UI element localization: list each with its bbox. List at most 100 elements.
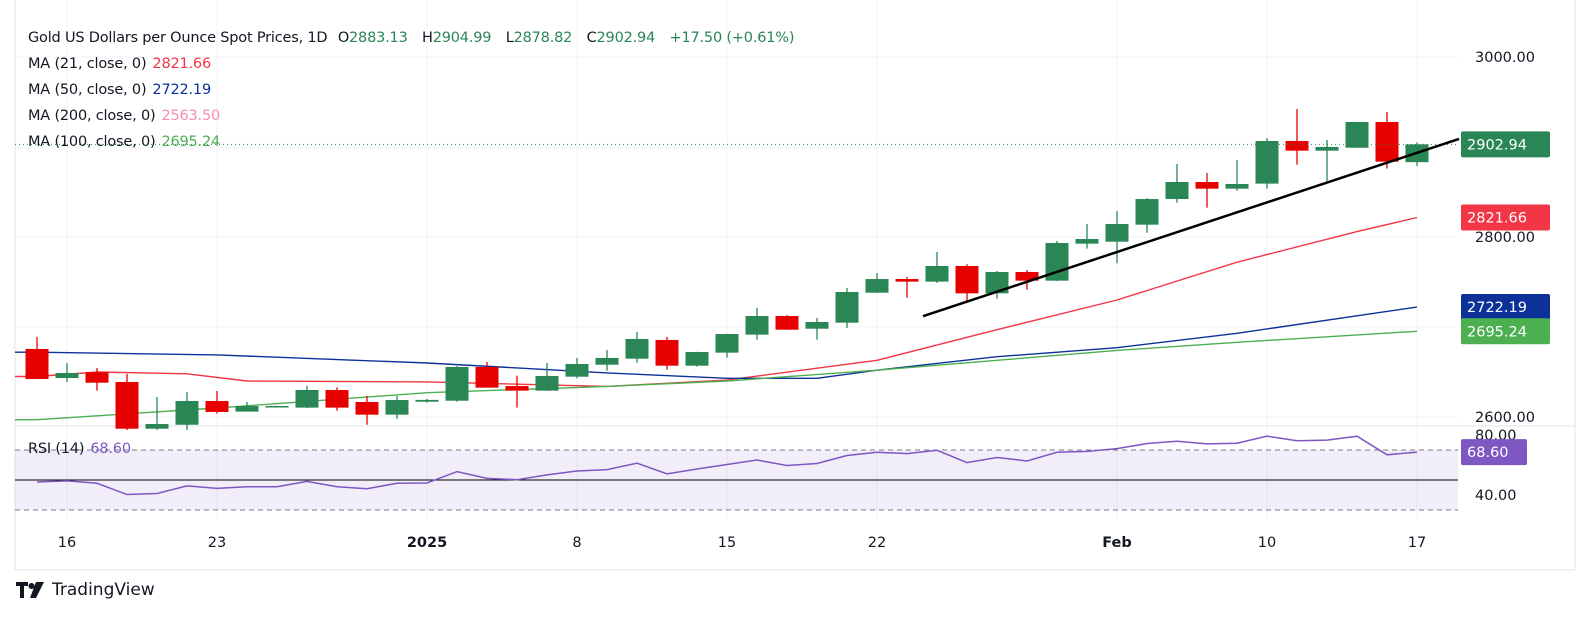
candle-body-down [775,316,799,330]
candle-body-down [1015,272,1039,281]
candle-body-down [115,381,139,429]
candle-body-up [625,338,649,359]
ma50-value: 2722.19 [152,82,211,98]
time-tick-label: 2025 [407,535,447,551]
tradingview-logo-icon [16,582,44,598]
time-tick-label: 10 [1258,535,1276,551]
candle-body-down [1375,121,1399,162]
price-tag-box [1461,294,1550,321]
candle-body-down [205,400,229,412]
candle-body-up [985,272,1009,294]
candle-body-up [595,357,619,365]
price-tags: 2902.94 2821.66 2722.19 2695.24 68.60 [1461,131,1550,466]
candle-body-down [505,386,529,391]
price-tag-label: 2821.66 [1467,211,1527,227]
time-tick-label: 8 [572,535,581,551]
candle-body-up [1135,199,1159,225]
price-tag-label: 2695.24 [1467,324,1527,340]
candle-body-down [25,348,49,380]
low-label: L [505,30,514,46]
support-trendline [922,137,1460,318]
price-tick-label: 3000.00 [1475,50,1535,66]
candle-body-down [475,366,499,388]
price-tag-box [1461,204,1550,231]
ma100-label: MA (100, close, 0) [28,134,156,150]
symbol-legend[interactable]: Gold US Dollars per Ounce Spot Prices, 1… [28,30,800,46]
rsi-value: 68.60 [90,441,131,457]
price-tick-label: 2600.00 [1475,410,1535,426]
rsi-line [36,435,1418,496]
ma100-value: 2695.24 [161,134,221,150]
plot-background [15,0,1458,570]
high-label: H [422,30,433,46]
candle-body-up [1165,182,1189,200]
price-tick-label: 2800.00 [1475,230,1535,246]
rsi-label: RSI (14) [28,441,85,457]
candle-body-up [265,406,289,408]
candle-body-up [535,375,559,391]
rsi-pane [15,435,1458,511]
time-tick-label: 15 [718,535,736,551]
candle-body-down [85,372,109,383]
candle-body-up [745,316,769,335]
ma21-value: 2821.66 [152,56,211,72]
ma21-legend[interactable]: MA (21, close, 0) 2821.66 [28,56,217,72]
tradingview-wordmark: TradingView [52,580,155,600]
candle-body-up [1225,183,1249,189]
candle-body-up [1255,140,1279,184]
symbol-title: Gold US Dollars per Ounce Spot Prices, 1… [28,30,328,46]
candle-body-up [145,424,169,429]
ma100-legend[interactable]: MA (100, close, 0) 2695.24 [28,134,226,150]
time-tick-label: 17 [1408,535,1426,551]
open-label: O [337,30,350,46]
candle-body-down [325,390,349,408]
close-value: 2902.94 [596,30,656,46]
candle-body-up [55,372,79,379]
candle-body-up [835,291,859,323]
candle-body-up [1345,121,1369,148]
ma200-label: MA (200, close, 0) [28,108,156,124]
price-tag-label: 68.60 [1467,445,1509,461]
price-tag-box [1461,439,1527,466]
candle-body-up [715,334,739,353]
candle-body-up [235,406,259,412]
low-value: 2878.82 [513,30,573,46]
time-tick-label: 22 [868,535,886,551]
trendline[interactable] [922,137,1460,318]
high-value: 2904.99 [432,30,492,46]
open-value: 2883.13 [349,30,408,46]
candle-body-up [295,390,319,408]
close-label: C [586,30,597,46]
ma50-legend[interactable]: MA (50, close, 0) 2722.19 [28,82,217,98]
price-tag-label: 2722.19 [1467,300,1527,316]
candle-body-down [955,265,979,294]
price-tag-box [1461,318,1550,345]
ma200-legend[interactable]: MA (200, close, 0) 2563.50 [28,108,226,124]
candle-body-down [655,339,679,366]
rsi-legend[interactable]: RSI (14) 68.60 [28,441,137,457]
candles [15,109,1458,430]
time-tick-label: Feb [1102,535,1132,551]
price-tag-label: 2902.94 [1467,137,1527,153]
rsi-tick-label: 40.00 [1475,488,1517,504]
candle-body-up [1105,224,1129,242]
candle-body-up [415,399,439,402]
change-value: +17.50 (+0.61%) [669,30,795,46]
ma50-label: MA (50, close, 0) [28,82,147,98]
candle-body-up [925,265,949,282]
candle-body-up [805,321,829,329]
ma200-value: 2563.50 [161,108,221,124]
candle-body-up [385,399,409,415]
candle-body-up [175,400,199,425]
candle-body-down [895,279,919,282]
candle-body-up [685,352,709,366]
tradingview-logo[interactable]: TradingView [16,580,155,600]
candle-body-up [445,366,469,401]
candle-body-up [1075,238,1099,244]
price-tag-box [1461,131,1550,158]
time-tick-label: 16 [58,535,76,551]
candle-body-down [1285,140,1309,151]
candle-body-down [355,401,379,415]
